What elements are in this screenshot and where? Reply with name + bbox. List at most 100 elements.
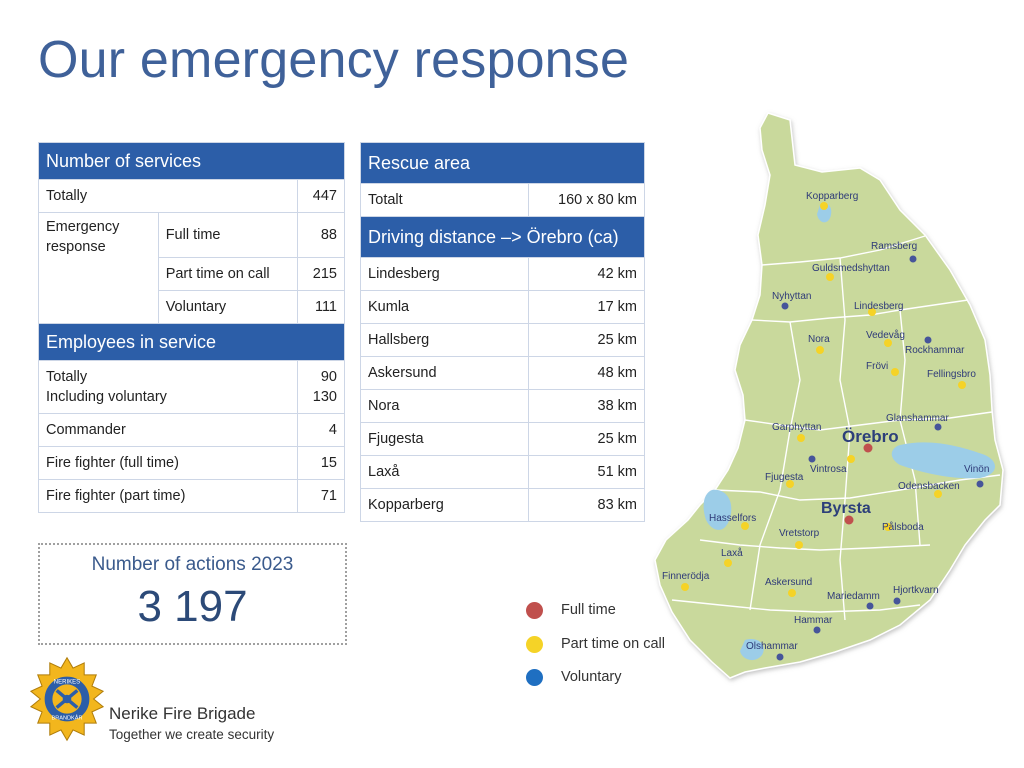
distance-place: Kumla — [360, 290, 529, 324]
map-label: Fjugesta — [765, 472, 804, 483]
full-time-value: 88 — [297, 212, 345, 258]
region-map: Kopparberg Ramsberg Guldsmedshyttan Nyhy… — [654, 112, 1004, 679]
logo-text-bottom: BRANDKÅR — [52, 715, 83, 722]
services-totally-value: 447 — [297, 179, 345, 213]
map-city-orebro: Örebro — [842, 427, 899, 446]
emergency-response-label: Emergency response — [38, 212, 159, 324]
voluntary-label: Voluntary — [157, 290, 299, 324]
distance-place: Askersund — [360, 356, 529, 390]
table-row: Emergency response Full time 88 — [38, 212, 345, 324]
rescue-totalt-label: Totalt — [360, 183, 529, 217]
station-dot-nora — [816, 346, 824, 354]
map-label: Odensbacken — [898, 481, 960, 492]
employees-totals-labels: Totally Including voluntary — [37, 360, 299, 414]
station-dot-palsboda — [884, 523, 892, 531]
table-row: Totalt 160 x 80 km — [360, 183, 645, 217]
actions-box: Number of actions 2023 3 197 — [38, 543, 347, 645]
table-row: Laxå 51 km — [360, 455, 645, 489]
station-dot-fellingsbro — [958, 381, 966, 389]
rescue-area-table: Rescue area Totalt 160 x 80 km Driving d… — [360, 142, 645, 522]
map-label: Laxå — [721, 547, 743, 559]
voluntary-value: 111 — [297, 290, 345, 324]
table-row: Hallsberg 25 km — [360, 323, 645, 357]
distance-header-row: Driving distance –> Örebro (ca) — [360, 216, 645, 258]
map-label: Rockhammar — [905, 345, 965, 356]
table-row: Fire fighter (part time) 71 — [37, 479, 345, 513]
legend-item-voluntary: Voluntary — [526, 666, 621, 688]
services-totally-label: Totally — [37, 179, 299, 213]
distance-km: 83 km — [527, 488, 645, 522]
blue-dot-icon — [526, 668, 543, 686]
distance-km: 25 km — [527, 323, 645, 357]
lake-hjalmaren — [891, 442, 996, 479]
station-dot-lindesberg — [868, 308, 876, 316]
actions-title: Number of actions 2023 — [91, 554, 294, 575]
emp-totally-value: 90 — [320, 369, 337, 385]
station-dot-hasselfors — [741, 522, 749, 530]
legend-item-part-time: Part time on call — [526, 633, 665, 655]
services-header: Number of services — [38, 142, 345, 180]
station-dot-askersund — [788, 589, 796, 597]
lake-south — [740, 639, 764, 661]
fire-fighter-full-value: 15 — [297, 446, 345, 480]
station-dot-rockhammar — [924, 336, 932, 344]
emp-including-voluntary-value: 130 — [312, 389, 337, 405]
station-dot-kopparberg — [820, 202, 828, 210]
station-dot-vintrosa — [808, 455, 816, 463]
distance-km: 25 km — [527, 422, 645, 456]
part-time-label: Part time on call — [157, 257, 299, 291]
map-label: Askersund — [765, 577, 812, 588]
station-dot-glanshammar — [934, 423, 942, 431]
map-label: Hjortkvarn — [893, 585, 939, 596]
map-label: Mariedamm — [827, 591, 880, 602]
services-table: Number of services Totally 447 Emergency… — [37, 142, 345, 513]
station-dot-orebro-south — [847, 455, 855, 463]
map-label: Olshammar — [746, 641, 798, 652]
map-label: Hasselfors — [709, 513, 756, 524]
map-label: Hammar — [794, 615, 833, 626]
map-label: Nora — [808, 334, 830, 345]
station-dot-vretstorp — [795, 541, 803, 549]
commander-label: Commander — [37, 413, 299, 447]
distance-km: 42 km — [527, 257, 645, 291]
table-row: Totally 447 — [37, 179, 345, 213]
map-label: Kopparberg — [806, 191, 858, 202]
station-dot-ramsberg — [909, 255, 917, 263]
station-dot-fjugesta — [786, 480, 794, 488]
yellow-dot-icon — [526, 635, 543, 653]
table-row: Fire fighter (full time) 15 — [37, 446, 345, 480]
distance-km: 51 km — [527, 455, 645, 489]
page-title: Our emergency response — [38, 31, 630, 89]
driving-distance-header: Driving distance –> Örebro (ca) — [360, 216, 645, 258]
full-time-label: Full time — [157, 212, 299, 258]
map-label: Vretstorp — [779, 528, 820, 539]
distance-place: Kopparberg — [360, 488, 529, 522]
employees-header: Employees in service — [38, 323, 345, 361]
rescue-totalt-value: 160 x 80 km — [527, 183, 645, 217]
map-label: Vintrosa — [810, 464, 847, 475]
legend-label: Voluntary — [561, 669, 622, 685]
station-dot-guldsmedshyttan — [826, 273, 834, 281]
part-time-value: 215 — [297, 257, 345, 291]
station-dot-mariedamm — [866, 602, 874, 610]
map-label: Vedevåg — [866, 329, 905, 341]
table-row: Totally Including voluntary 90 130 — [37, 360, 345, 414]
legend-label: Part time on call — [561, 636, 665, 652]
distance-km: 38 km — [527, 389, 645, 423]
table-row: Nora 38 km — [360, 389, 645, 423]
map-label: Pålsboda — [882, 521, 924, 533]
rescue-header-row: Rescue area — [360, 142, 645, 184]
map-label: Lindesberg — [854, 301, 903, 312]
distance-place: Hallsberg — [360, 323, 529, 357]
station-dot-garphyttan — [797, 434, 805, 442]
station-dot-olshammar — [776, 653, 784, 661]
red-dot-icon — [526, 601, 543, 619]
table-row: Lindesberg 42 km — [360, 257, 645, 291]
fire-fighter-part-label: Fire fighter (part time) — [37, 479, 299, 513]
table-row: Fjugesta 25 km — [360, 422, 645, 456]
lake-north — [817, 203, 832, 223]
employees-header-row: Employees in service — [38, 323, 345, 361]
region-shape — [654, 112, 1004, 679]
map-label: Ramsberg — [871, 241, 917, 252]
map-label: Guldsmedshyttan — [812, 263, 890, 274]
